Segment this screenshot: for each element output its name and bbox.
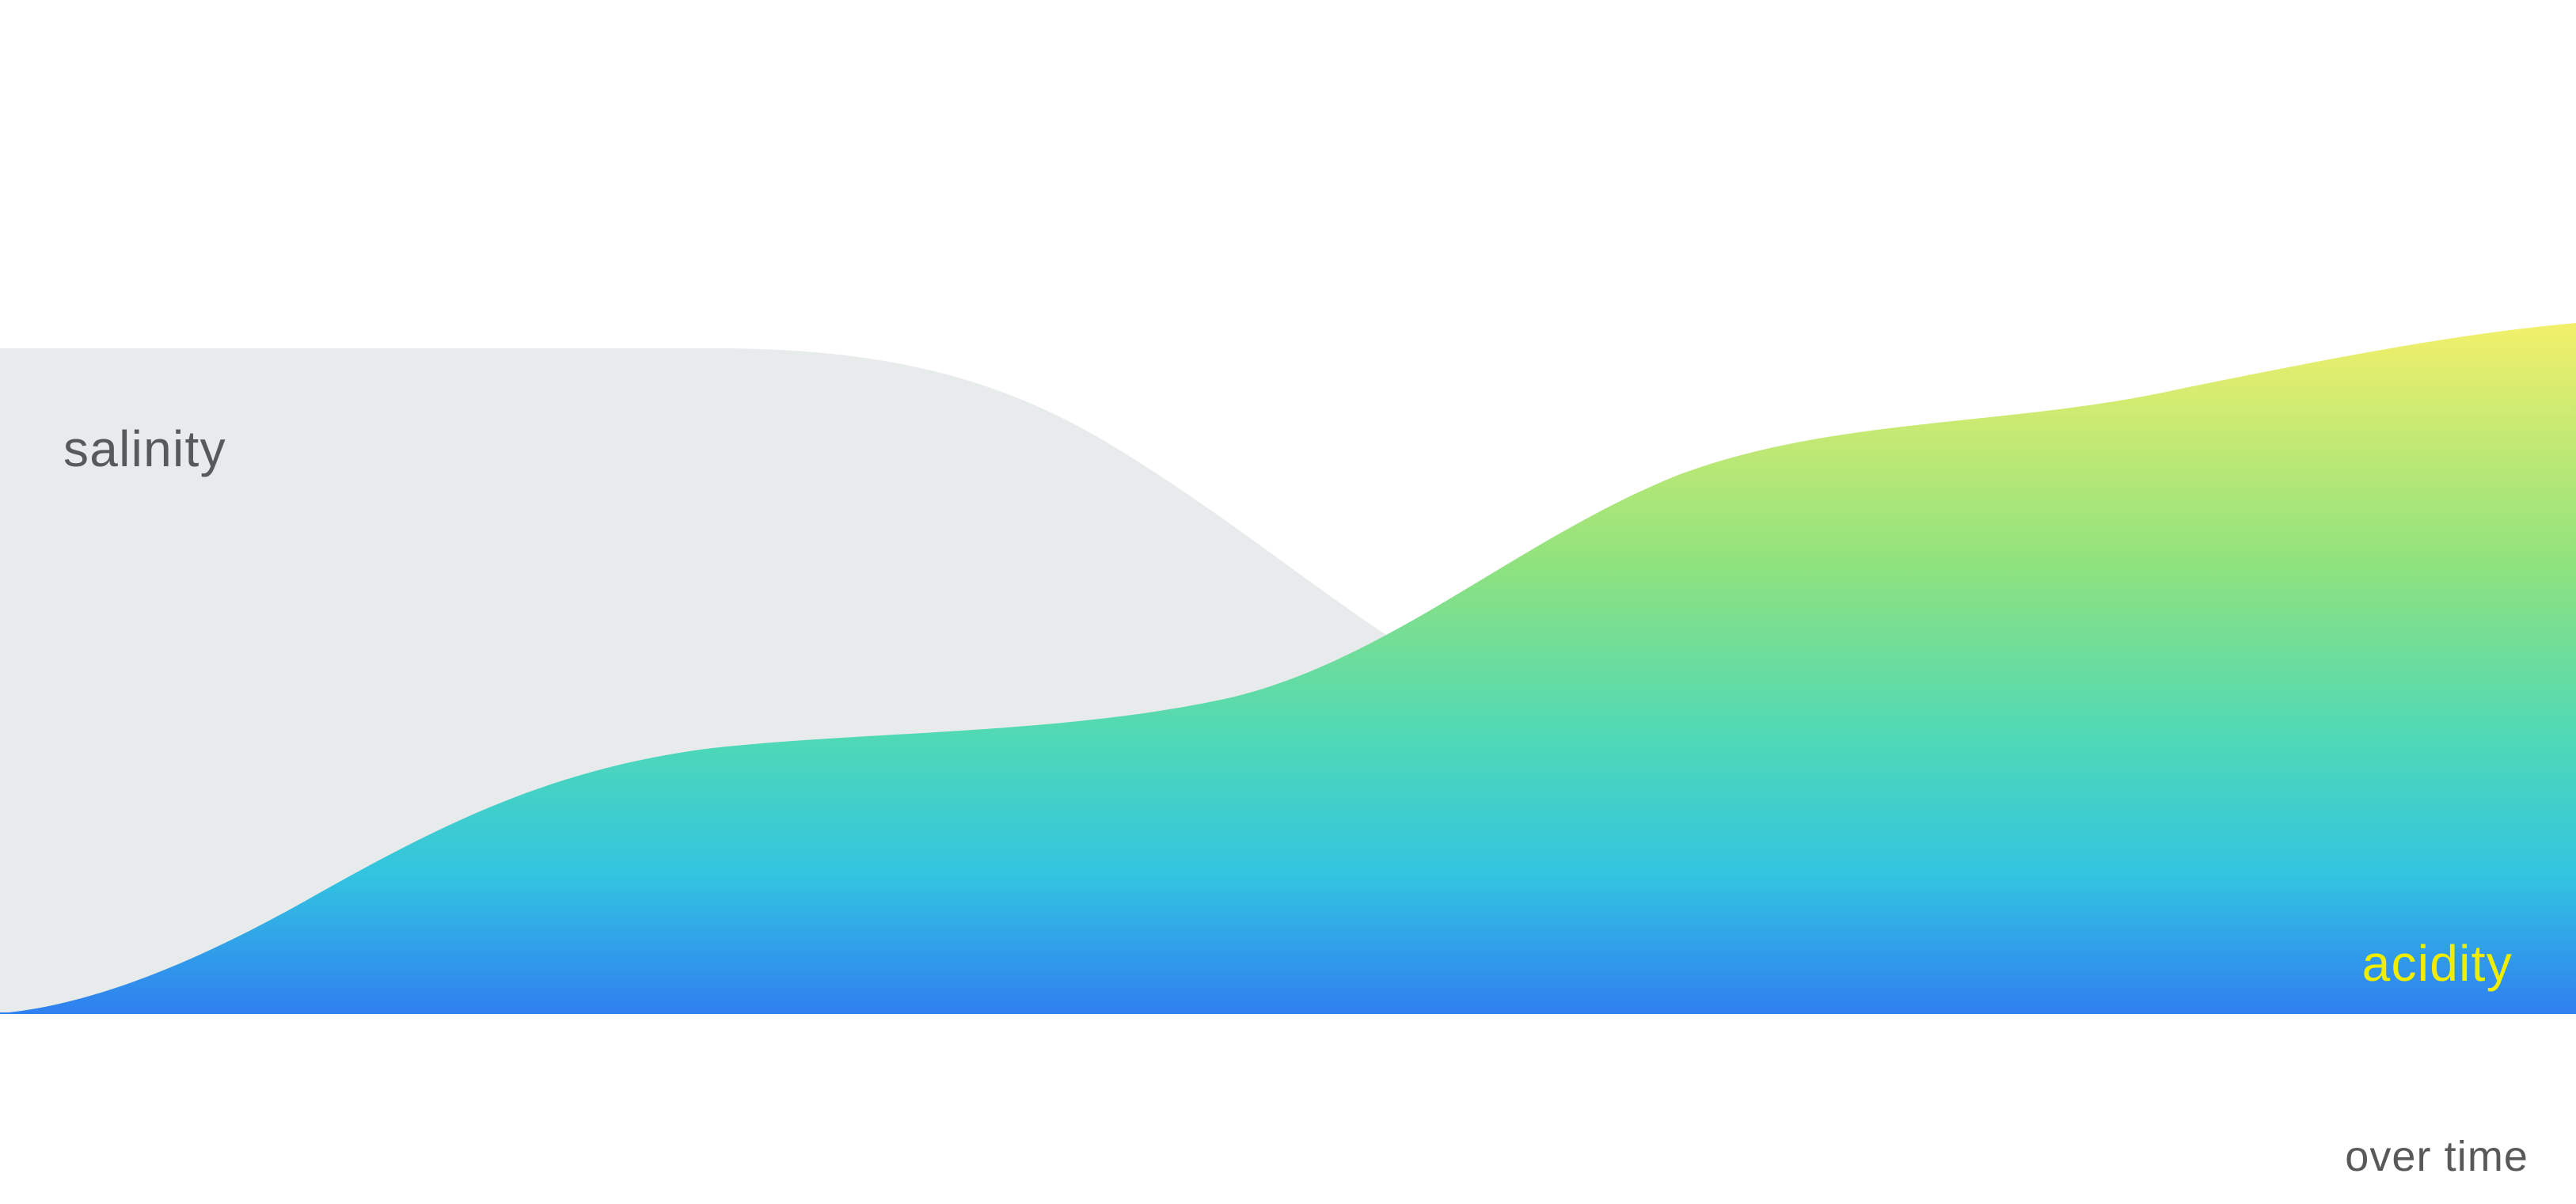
area-chart: salinity acidity over time [0,0,2576,1204]
salinity-label: salinity [63,420,226,478]
acidity-label: acidity [2362,934,2513,993]
chart-svg [0,0,2576,1204]
x-axis-label: over time [2345,1132,2529,1181]
